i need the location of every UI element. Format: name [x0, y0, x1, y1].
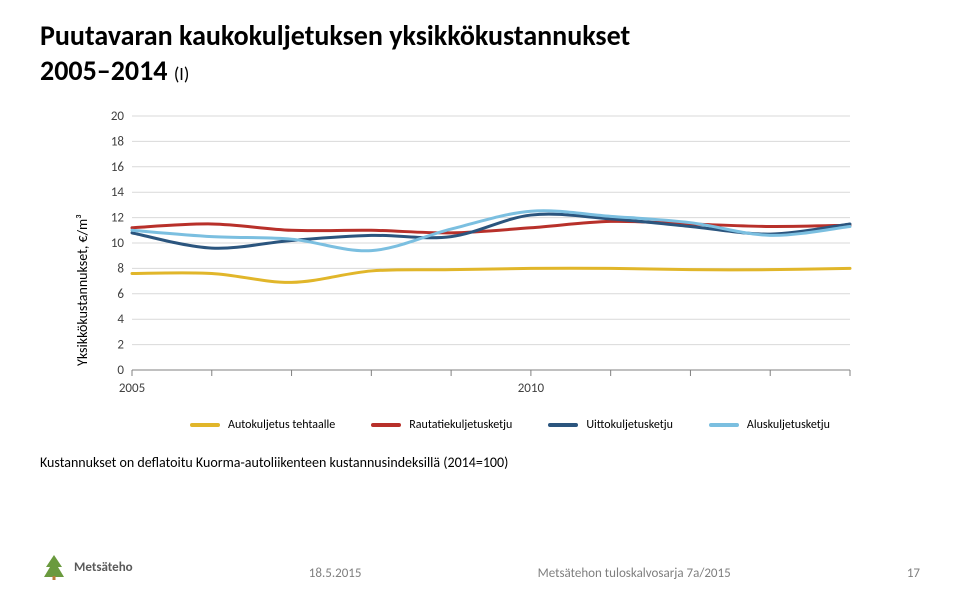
legend-swatch [709, 423, 739, 427]
legend-swatch [190, 423, 220, 427]
svg-text:18: 18 [111, 134, 125, 149]
title-line1: Puutavaran kaukokuljetuksen yksikkökusta… [40, 18, 630, 53]
svg-text:2010: 2010 [518, 381, 545, 396]
svg-text:0: 0 [117, 363, 124, 378]
svg-text:14: 14 [111, 185, 125, 200]
footnote: Kustannukset on deflatoitu Kuorma-autoli… [40, 454, 920, 471]
svg-text:2005: 2005 [119, 381, 145, 396]
legend-label: Aluskuljetusketju [747, 418, 830, 432]
legend-label: Autokuljetus tehtaalle [228, 418, 335, 432]
logo: Metsäteho [40, 553, 133, 581]
line-chart: 0 2 4 6 8 10 12 14 16 18 20 2005 2010 [60, 106, 860, 406]
title-line2-main: 2005–2014 [40, 53, 167, 88]
legend-swatch [371, 423, 401, 427]
tree-icon [40, 553, 68, 581]
title-line2-suffix: (I) [174, 63, 189, 85]
svg-text:12: 12 [111, 211, 125, 226]
footer-date: 18.5.2015 [309, 566, 362, 581]
legend-item: Rautatiekuljetusketju [371, 418, 512, 432]
chart-container: Yksikkökustannukset, €/m³ 0 2 4 6 8 10 12 14 16 1… [60, 106, 920, 406]
legend-swatch [548, 423, 578, 427]
legend: Autokuljetus tehtaalle Rautatiekuljetusk… [190, 418, 920, 432]
legend-item: Uittokuljetusketju [548, 418, 673, 432]
svg-text:20: 20 [111, 109, 125, 124]
svg-text:2: 2 [117, 338, 124, 353]
footer-source: Metsätehon tuloskalvosarja 7a/2015 [538, 566, 731, 581]
legend-label: Uittokuljetusketju [586, 418, 673, 432]
logo-text: Metsäteho [74, 560, 133, 575]
legend-item: Autokuljetus tehtaalle [190, 418, 335, 432]
legend-label: Rautatiekuljetusketju [409, 418, 512, 432]
legend-item: Aluskuljetusketju [709, 418, 830, 432]
svg-text:10: 10 [111, 236, 125, 251]
svg-text:6: 6 [117, 287, 124, 302]
slide-title: Puutavaran kaukokuljetuksen yksikkökusta… [40, 18, 920, 88]
y-axis-label: Yksikkökustannukset, €/m³ [74, 214, 91, 366]
svg-text:4: 4 [117, 312, 124, 327]
svg-text:8: 8 [117, 261, 124, 276]
svg-text:16: 16 [111, 160, 125, 175]
footer: Metsäteho 18.5.2015 Metsätehon tuloskalv… [40, 553, 920, 581]
page-number: 17 [907, 566, 920, 581]
